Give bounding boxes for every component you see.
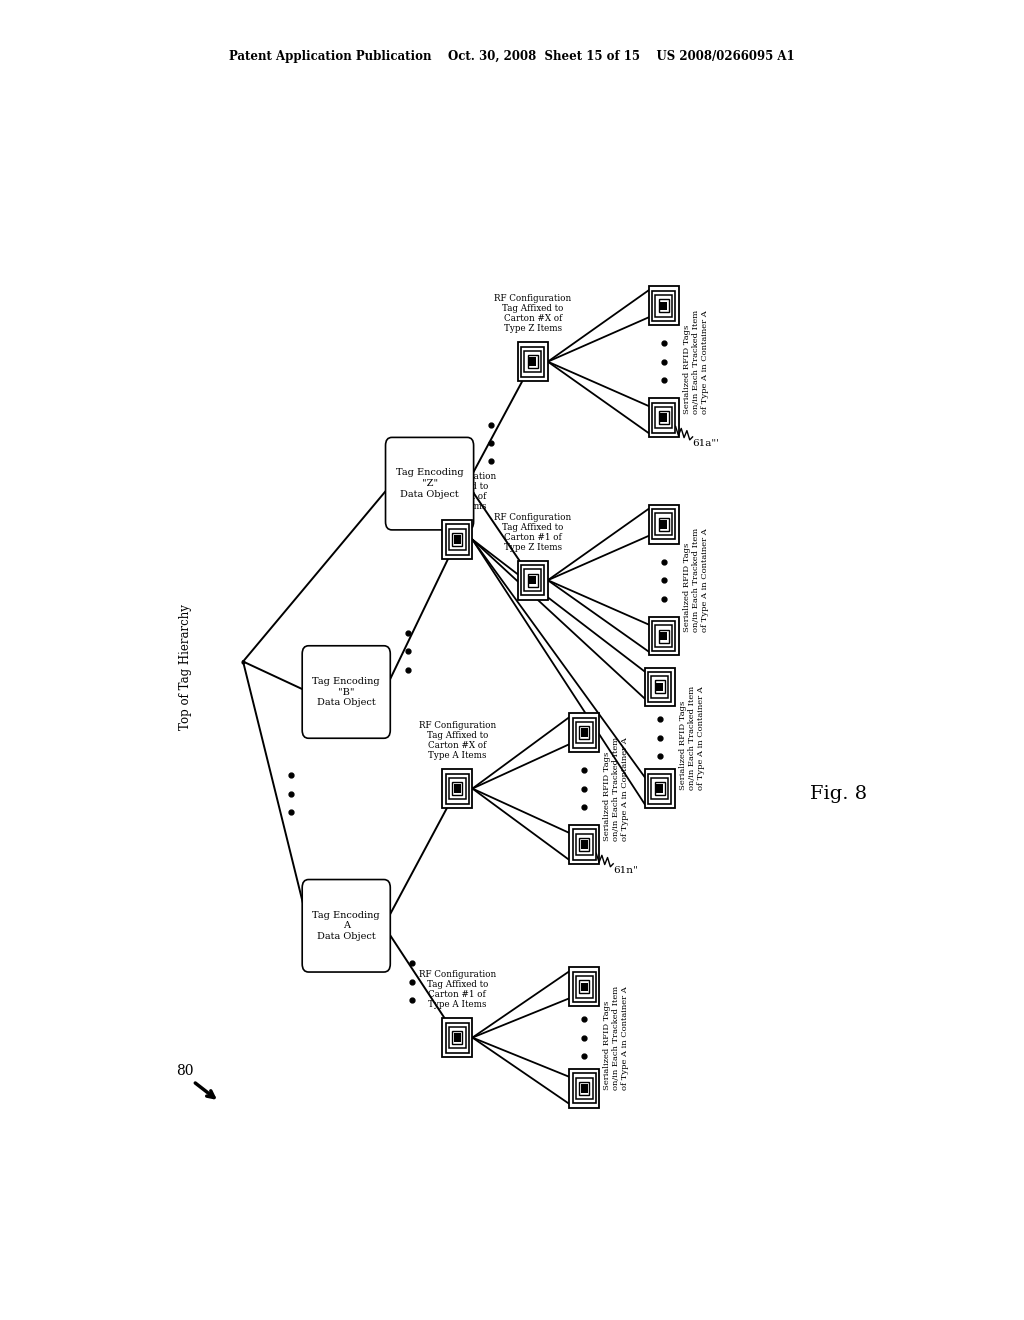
Bar [442, 1018, 472, 1057]
Bar [648, 506, 679, 544]
Bar [660, 301, 667, 310]
Text: Serialized RFID Tags
on/in Each Tracked Item
of Type A in Container A: Serialized RFID Tags on/in Each Tracked … [679, 685, 705, 789]
Bar [453, 781, 463, 795]
Text: Serialized RFID Tags
on/in Each Tracked Item
of Type A in Container A: Serialized RFID Tags on/in Each Tracked … [683, 310, 709, 413]
Bar [648, 399, 679, 437]
Bar [569, 968, 599, 1006]
Bar [521, 347, 545, 376]
Bar [655, 294, 672, 317]
Bar [575, 722, 593, 743]
Bar [660, 632, 667, 640]
FancyBboxPatch shape [385, 437, 474, 529]
Bar [652, 403, 676, 433]
Bar [575, 1077, 593, 1100]
Text: Tag Encoding
"Z"
Data Object: Tag Encoding "Z" Data Object [395, 469, 464, 499]
Bar [652, 510, 676, 540]
Bar [529, 358, 536, 366]
Text: RF Configuration
Tag Affixed to
Carton #1 of
Type Z Items: RF Configuration Tag Affixed to Carton #… [495, 512, 571, 552]
Bar [521, 565, 545, 595]
Text: Serialized RFID Tags
on/in Each Tracked Item
of Type A in Container A: Serialized RFID Tags on/in Each Tracked … [683, 528, 709, 632]
Text: RF Configuration
Tag Affixed to
Carton #1 of
Type A Items: RF Configuration Tag Affixed to Carton #… [419, 970, 496, 1008]
Bar [518, 342, 548, 381]
Bar [655, 513, 672, 535]
Text: Fig. 8: Fig. 8 [810, 784, 867, 803]
Bar [645, 770, 675, 808]
Bar [652, 290, 676, 321]
Bar [581, 982, 588, 991]
Bar [572, 972, 596, 1002]
Bar [655, 407, 672, 429]
Bar [449, 529, 466, 550]
Bar [651, 676, 668, 698]
Text: Patent Application Publication    Oct. 30, 2008  Sheet 15 of 15    US 2008/02660: Patent Application Publication Oct. 30, … [229, 50, 795, 63]
Text: Serialized RFID Tags
on/in Each Tracked Item
of Type A in Container A: Serialized RFID Tags on/in Each Tracked … [603, 986, 629, 1089]
Bar [648, 286, 679, 325]
Bar [453, 533, 463, 546]
Bar [524, 569, 541, 591]
Text: RF Configuration
Tag Affixed to
Carton #X of
Type A Items: RF Configuration Tag Affixed to Carton #… [419, 473, 496, 511]
Bar [580, 1082, 590, 1096]
Bar [569, 1069, 599, 1107]
Bar [572, 829, 596, 859]
Bar [580, 981, 590, 994]
Bar [569, 825, 599, 863]
Bar [656, 682, 663, 692]
Bar [652, 620, 676, 651]
Text: Serialized RFID Tags
on/in Each Tracked Item
of Type A in Container A: Serialized RFID Tags on/in Each Tracked … [603, 737, 629, 841]
Bar [575, 975, 593, 998]
Text: 61a"': 61a"' [692, 438, 720, 447]
Text: Tag Encoding
"B"
Data Object: Tag Encoding "B" Data Object [312, 677, 380, 708]
Bar [648, 616, 679, 656]
Bar [654, 781, 665, 795]
Bar [581, 729, 588, 737]
Text: 61n": 61n" [613, 866, 638, 875]
Bar [572, 1073, 596, 1104]
Bar [454, 784, 461, 793]
Bar [658, 411, 669, 424]
Bar [449, 777, 466, 800]
Bar [658, 630, 669, 643]
Bar [658, 517, 669, 531]
Bar [529, 576, 536, 585]
Bar [581, 1084, 588, 1093]
Text: RF Configuration
Tag Affixed to
Carton #X of
Type A Items: RF Configuration Tag Affixed to Carton #… [419, 721, 496, 760]
Bar [445, 524, 469, 554]
Bar [580, 838, 590, 851]
Bar [648, 672, 672, 702]
Bar [527, 355, 538, 368]
Bar [645, 668, 675, 706]
Text: RF Configuration
Tag Affixed to
Carton #X of
Type Z Items: RF Configuration Tag Affixed to Carton #… [495, 294, 571, 333]
Bar [442, 770, 472, 808]
Bar [656, 784, 663, 793]
Bar [654, 680, 665, 693]
Bar [581, 841, 588, 849]
Bar [655, 626, 672, 647]
Text: Top of Tag Hierarchy: Top of Tag Hierarchy [178, 603, 191, 730]
Bar [445, 774, 469, 804]
Bar [527, 574, 538, 587]
Bar [660, 520, 667, 528]
Bar [449, 1027, 466, 1048]
Text: Tag Encoding
A
Data Object: Tag Encoding A Data Object [312, 911, 380, 941]
FancyBboxPatch shape [302, 879, 390, 972]
Bar [518, 561, 548, 599]
Bar [442, 520, 472, 558]
Bar [454, 1034, 461, 1041]
FancyBboxPatch shape [302, 645, 390, 738]
Bar [524, 351, 541, 372]
Bar [651, 777, 668, 800]
Bar [454, 536, 461, 544]
Bar [660, 413, 667, 422]
Bar [572, 718, 596, 747]
Bar [445, 1023, 469, 1052]
Bar [658, 300, 669, 313]
Text: 80: 80 [176, 1064, 194, 1078]
Bar [575, 834, 593, 855]
Bar [453, 1031, 463, 1044]
Bar [580, 726, 590, 739]
Bar [648, 774, 672, 804]
Bar [569, 713, 599, 752]
